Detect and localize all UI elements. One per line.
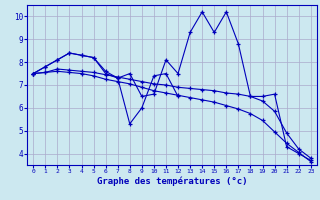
X-axis label: Graphe des températures (°c): Graphe des températures (°c) (97, 177, 247, 186)
